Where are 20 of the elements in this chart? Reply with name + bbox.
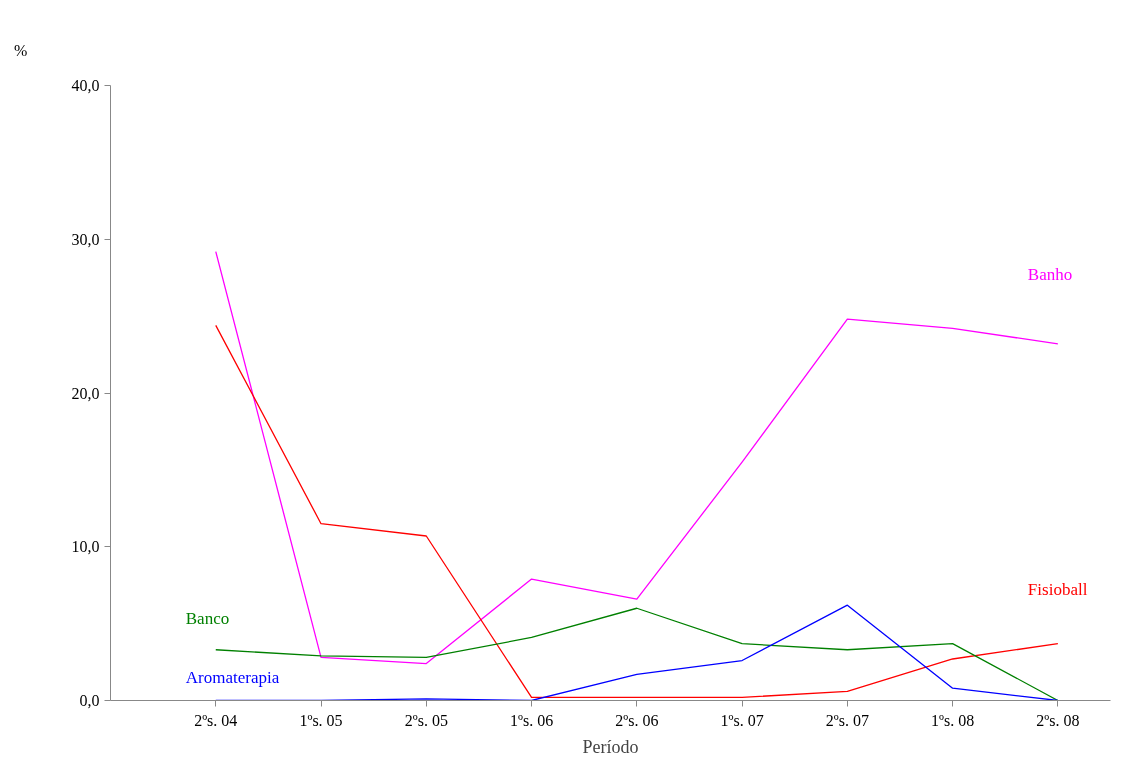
- x-axis-title: Período: [582, 736, 639, 757]
- x-tick-label: 1ºs. 05: [299, 711, 343, 729]
- x-tick-label: 2ºs. 07: [825, 711, 869, 729]
- y-tick-label: 40,0: [71, 77, 100, 94]
- y-tick-label: 0,0: [79, 692, 100, 709]
- text: Fisioball: [1027, 579, 1088, 599]
- y-tick-label: 20,0: [71, 384, 100, 402]
- x-tick-label: 1ºs. 08: [931, 711, 975, 729]
- x-tick-label: 2ºs. 08: [1036, 711, 1080, 729]
- x-tick-label: 1ºs. 07: [720, 711, 764, 729]
- y-tick-label: 30,0: [71, 230, 100, 248]
- x-tick-label: 1ºs. 06: [509, 711, 554, 729]
- x-tick-label: 2ºs. 06: [615, 711, 659, 729]
- series-label: Aromaterapia: [185, 667, 280, 687]
- y-axis-title: %: [14, 41, 28, 61]
- text: Banho: [1027, 264, 1073, 284]
- x-tick-label: 2ºs. 05: [404, 711, 448, 729]
- x-tick-label: 2ºs. 04: [194, 711, 238, 729]
- y-tick-label: 10,0: [71, 538, 100, 556]
- series-label: Banco: [185, 608, 230, 628]
